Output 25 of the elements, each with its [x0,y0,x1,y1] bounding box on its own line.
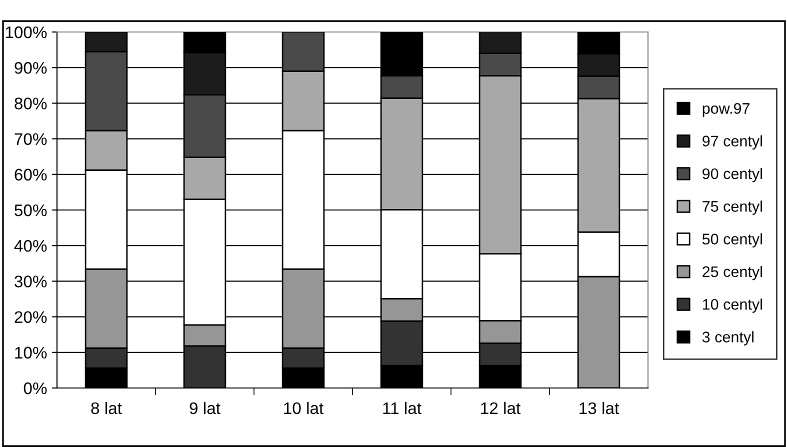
x-tick-label: 10 lat [284,402,324,414]
y-tick-label: 40% [14,240,47,252]
y-tick-label: 20% [14,311,47,324]
y-tick-label: 50% [14,204,47,216]
x-tick-label: 13 lat [580,402,620,414]
legend-label: 3 centyl [702,331,754,346]
x-tick-label: 11 lat [383,402,422,414]
legend-label: 50 centyl [702,233,762,248]
x-tick-label: 9 lat [190,402,220,414]
legend-label: 90 centyl [702,168,762,182]
y-tick-label: 60% [14,168,47,181]
y-tick-label: 0% [24,382,47,394]
x-tick-label: 12 lat [481,402,521,414]
y-tick-label: 10% [15,346,47,359]
legend-label: 97 centyl [702,135,762,150]
y-tick-label: 90% [14,62,47,74]
legend-label: 25 centyl [702,266,762,280]
y-tick-label: 80% [14,98,47,110]
y-tick-label: 70% [14,133,47,146]
x-tick-label: 8 lat [91,402,122,414]
legend-label: 10 centyl [703,298,762,313]
y-tick-label: 30% [14,276,47,288]
legend-label: 75 centyl [702,200,762,215]
legend-label: pow.97 [702,103,750,117]
y-tick-label: 100% [6,26,47,38]
